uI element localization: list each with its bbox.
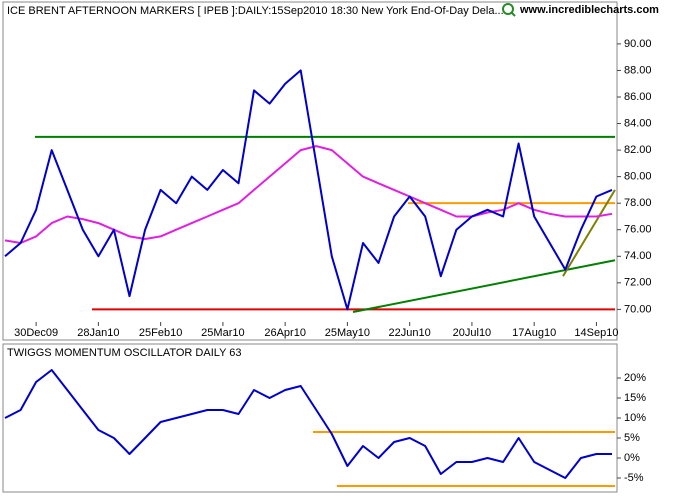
series-line	[4, 69, 613, 311]
y-tick-label: 86.00	[624, 91, 652, 103]
trend-line	[562, 189, 616, 277]
y-tick-label: 70.00	[624, 303, 652, 315]
y-tick-label: 82.00	[624, 144, 652, 156]
y-tick-label: 20%	[624, 372, 646, 384]
oscillator-title: TWIGGS MOMENTUM OSCILLATOR DAILY 63	[7, 347, 242, 359]
x-tick-label: 20Jul10	[453, 327, 492, 339]
y-tick-label: 5%	[624, 432, 640, 444]
logo: www.incrediblecharts.com	[519, 4, 659, 16]
y-tick-label: 74.00	[624, 250, 652, 262]
x-tick-label: 30Dec09	[14, 327, 58, 339]
y-tick-label: 72.00	[624, 277, 652, 289]
price-panel	[2, 1, 618, 341]
x-tick-label: 25Mar10	[201, 327, 244, 339]
logo-icon	[510, 11, 516, 17]
x-tick-label: 14Sep10	[574, 327, 618, 339]
x-tick-label: 25Feb10	[139, 327, 182, 339]
y-tick-label: 76.00	[624, 224, 652, 236]
x-tick-label: 25May10	[325, 327, 370, 339]
y-tick-label: 84.00	[624, 117, 652, 129]
oscillator-panel	[2, 343, 618, 493]
y-tick-label: 10%	[624, 412, 646, 424]
y-tick-label: 80.00	[624, 171, 652, 183]
chart-title: ICE BRENT AFTERNOON MARKERS [ IPEB ]:DAI…	[7, 5, 504, 17]
x-tick-label: 22Jun10	[389, 327, 431, 339]
y-tick-label: 0%	[624, 452, 640, 464]
y-tick-label: 15%	[624, 392, 646, 404]
y-tick-label: 90.00	[624, 38, 652, 50]
y-tick-label: 78.00	[624, 197, 652, 209]
y-tick-label: -5%	[624, 472, 644, 484]
x-tick-label: 28Jan10	[77, 327, 119, 339]
trend-line	[352, 259, 616, 314]
x-tick-label: 17Aug10	[512, 327, 556, 339]
x-tick-label: 26Apr10	[264, 327, 306, 339]
series-line	[4, 145, 613, 244]
series-line	[4, 369, 612, 479]
y-tick-label: 88.00	[624, 64, 652, 76]
logo-icon	[502, 3, 514, 15]
